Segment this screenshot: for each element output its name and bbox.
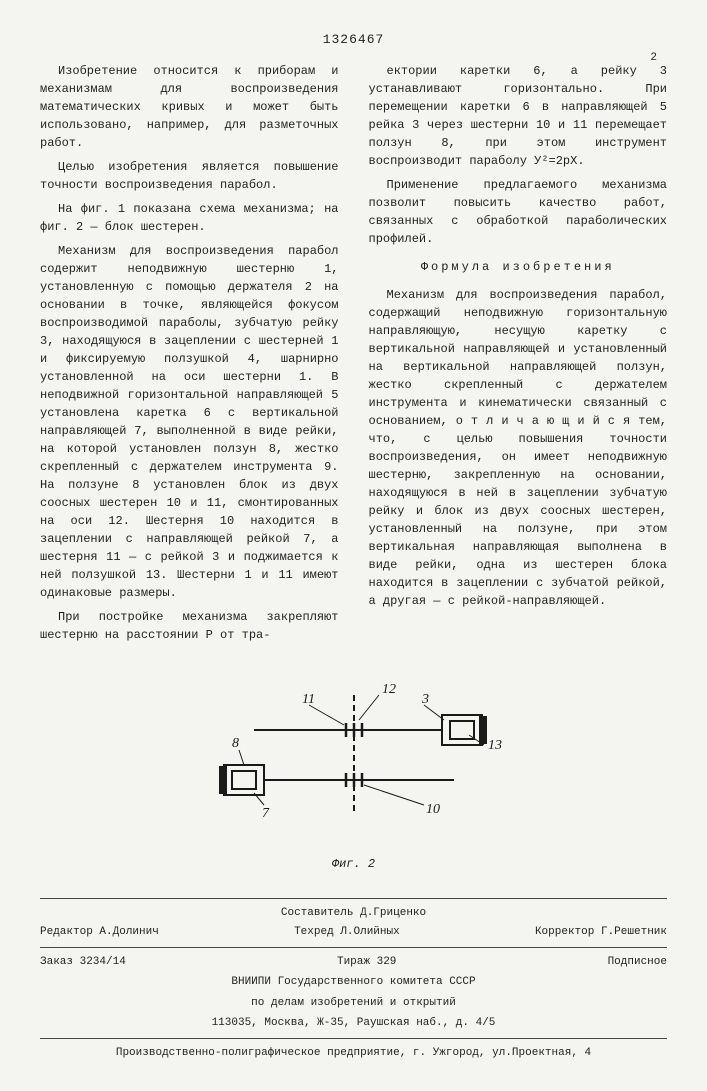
figure-caption: Фиг. 2 (40, 855, 667, 873)
fig-label-11: 11 (302, 692, 315, 707)
editor-name: А.Долинич (99, 926, 158, 938)
compiler-name: Д.Гриценко (360, 907, 426, 919)
para: Целью изобретения является повышение точ… (40, 158, 339, 194)
claim-body: Механизм для воспроизведения парабол, со… (369, 286, 668, 610)
divider (40, 947, 667, 948)
corrector-name: Г.Решетник (601, 926, 667, 938)
fig-label-10: 10 (426, 802, 440, 817)
column-left: Изобретение относится к приборам и механ… (40, 62, 339, 650)
printer-line: Производственно-полиграфическое предприя… (40, 1045, 667, 1062)
compiler-label: Составитель (281, 907, 354, 919)
fig-label-12: 12 (382, 682, 396, 697)
editor-label: Редактор (40, 926, 93, 938)
org-line2: по делам изобретений и открытий (40, 995, 667, 1012)
podpis: Подписное (608, 954, 667, 971)
document-number: 1326467 (40, 30, 667, 50)
corrector-label: Корректор (535, 926, 594, 938)
org-line1: ВНИИПИ Государственного комитета СССР (40, 974, 667, 991)
para: Механизм для воспроизведения парабол сод… (40, 242, 339, 602)
fig-label-7: 7 (262, 806, 270, 821)
figure-2: 12 11 3 13 10 7 8 (194, 675, 514, 845)
column-right: ектории каретки 6, а рейку 3 устанавлива… (369, 62, 668, 650)
para: На фиг. 1 показана схема механизма; на ф… (40, 200, 339, 236)
para: Применение предлагаемого механизма позво… (369, 176, 668, 248)
text-columns: Изобретение относится к приборам и механ… (40, 62, 667, 650)
divider (40, 898, 667, 899)
para: При постройке механизма закрепляют шесте… (40, 608, 339, 644)
fig-label-8: 8 (232, 736, 239, 751)
tirazh: Тираж 329 (337, 954, 396, 971)
fig-label-3: 3 (421, 692, 429, 707)
divider (40, 1038, 667, 1039)
credits-block: Составитель Д.Гриценко Редактор А.Долини… (40, 905, 667, 941)
para: ектории каретки 6, а рейку 3 устанавлива… (369, 62, 668, 170)
fig-label-13: 13 (488, 738, 502, 753)
techred-name: Л.Олийных (340, 926, 399, 938)
claim-title: Формула изобретения (369, 258, 668, 276)
page-number: 2 (650, 50, 657, 67)
techred-label: Техред (294, 926, 334, 938)
order-number: Заказ 3234/14 (40, 954, 126, 971)
org-address: 113035, Москва, Ж-35, Раушская наб., д. … (40, 1015, 667, 1032)
para: Изобретение относится к приборам и механ… (40, 62, 339, 152)
